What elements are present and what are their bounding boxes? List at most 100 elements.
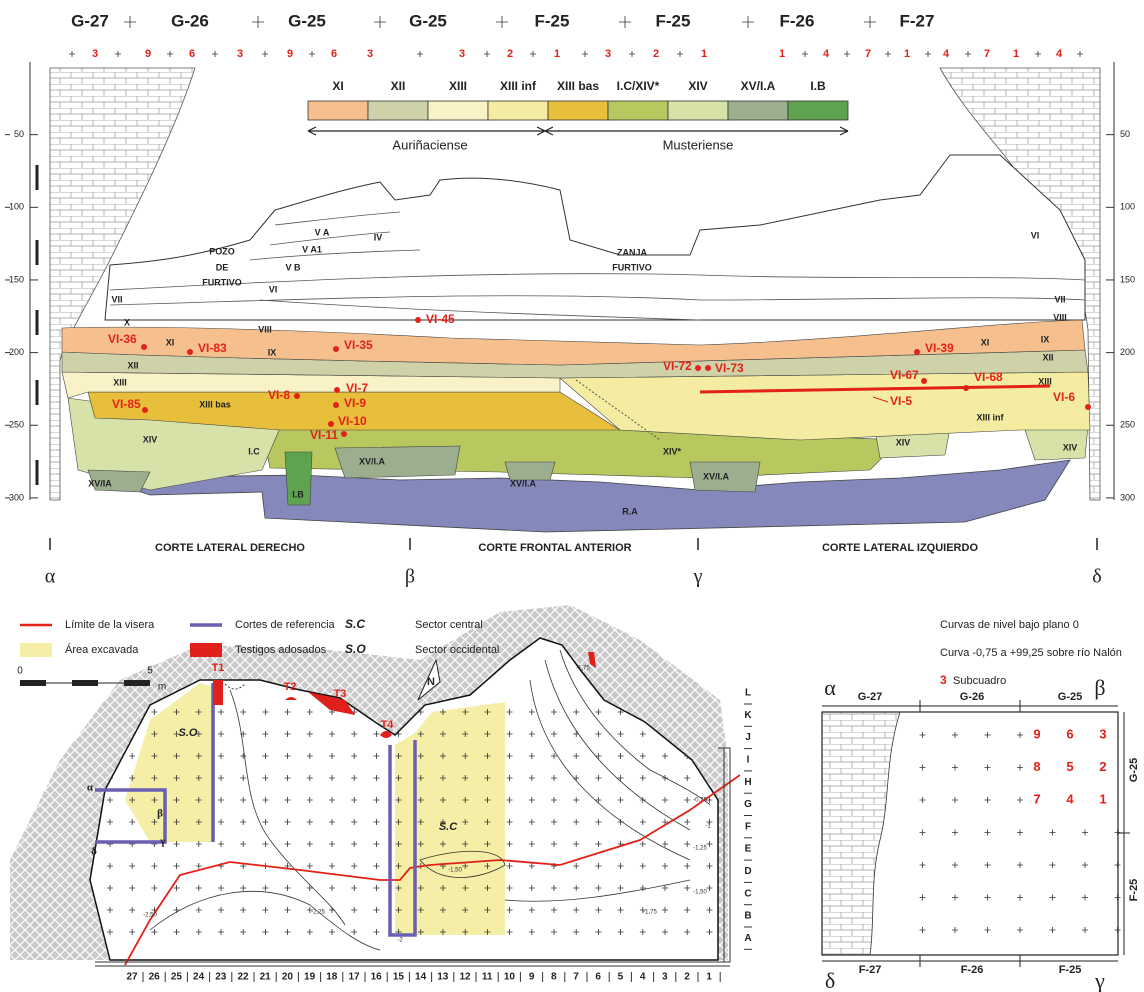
column-label: 8 (551, 972, 557, 983)
inset-corner: β (1094, 675, 1105, 700)
column-label: 25 (171, 972, 183, 983)
cross (619, 16, 631, 28)
cross (1082, 895, 1088, 901)
stratum-label: XII (127, 360, 138, 370)
stratum-label: I.B (292, 489, 304, 499)
column-label: 14 (415, 972, 427, 983)
sample-label: VI-73 (715, 361, 744, 375)
inset-subsquare: 3 (1099, 726, 1106, 741)
cross (417, 51, 423, 57)
column-label: 11 (482, 972, 493, 983)
cross (1115, 830, 1121, 836)
column-label: 12 (459, 972, 471, 983)
stratum-label: XIV* (663, 446, 682, 456)
cross (920, 895, 926, 901)
sample-label: VI-45 (426, 312, 455, 326)
scale-label: 5 (147, 666, 153, 677)
subsquare-label: 4 (1056, 48, 1063, 60)
contour-label: -1 (705, 824, 711, 830)
subsquare-label: 7 (984, 48, 990, 60)
inset-subsquare: 2 (1099, 759, 1106, 774)
column-label: 9 (529, 972, 535, 983)
map-label: T3 (334, 688, 347, 700)
sample-label: VI-5 (890, 394, 912, 408)
level-swatch (728, 101, 788, 120)
inset-subsquare: 7 (1033, 791, 1040, 806)
subsquare-label: 6 (331, 48, 337, 60)
square-label: F-27 (900, 11, 935, 30)
column-label: 27 (126, 972, 138, 983)
page: Sección estratigráfica y planta {"sectio… (0, 0, 1144, 992)
cross (677, 51, 683, 57)
cross (309, 51, 315, 57)
row-label: C (744, 888, 751, 899)
sample-label: VI-68 (974, 370, 1003, 384)
row-label: G (744, 799, 752, 810)
inset-subsquare: 9 (1033, 726, 1040, 741)
stratum-label: X (124, 317, 130, 327)
stratum-label: XV/IA (88, 478, 112, 488)
sample-label: VI-35 (344, 338, 373, 352)
sample-dot (142, 407, 148, 413)
legend-label: Cortes de referencia (235, 619, 336, 631)
stratum-label: XIII bas (199, 399, 231, 409)
stratum-label: DE (216, 262, 229, 272)
cross (1035, 51, 1041, 57)
subsquare-label: 1 (779, 48, 785, 60)
stratum-label: V B (285, 262, 301, 272)
level-label: XIV (688, 79, 707, 93)
period-label: Musteriense (663, 137, 734, 152)
cross (124, 16, 136, 28)
legend-label: Área excavada (65, 643, 139, 656)
column-label: 22 (237, 972, 249, 983)
sample-label: VI-11 (310, 428, 338, 442)
level-label: XIII inf (500, 79, 537, 93)
cross (1050, 862, 1056, 868)
column-label: 5 (618, 972, 624, 983)
stratum-label: FURTIVO (612, 262, 652, 272)
stratum-label: IV (374, 232, 383, 242)
row-label: H (744, 777, 751, 788)
cross (1017, 830, 1023, 836)
stratum-label: XIII (113, 377, 127, 387)
cross (802, 51, 808, 57)
map-label: T2 (284, 681, 297, 693)
level-label: XIII (449, 79, 467, 93)
stratum-label: FURTIVO (202, 277, 242, 287)
subsquare-label: 7 (865, 48, 871, 60)
body: XIXIIXIIIXIII infXIII basI.C/XIV*XIVXV/I… (0, 0, 1144, 992)
sample-dot (415, 317, 421, 323)
stratum-label: R.A (622, 506, 638, 516)
inset-corner: α (824, 675, 836, 700)
contour-label: -2 (397, 938, 403, 944)
row-label: E (745, 844, 752, 855)
column-label: 7 (573, 972, 579, 983)
cross (952, 797, 958, 803)
square-label: F-25 (535, 11, 570, 30)
subsquare-label: 1 (554, 48, 560, 60)
note: Curvas de nivel bajo plano 0 (940, 619, 1079, 631)
cross (1017, 797, 1023, 803)
column-label: 17 (348, 972, 360, 983)
subsquare-label: 4 (823, 48, 830, 60)
subsquare-label: 1 (701, 48, 707, 60)
stratum-label: VIII (258, 324, 272, 334)
depth-label-right: 50 (1120, 129, 1130, 139)
level-label: I.B (810, 79, 826, 93)
cross (742, 16, 754, 28)
column-label: 19 (304, 972, 316, 983)
cross (952, 732, 958, 738)
depth-label-left: 150 (9, 274, 24, 284)
stratum-label: XI (166, 337, 175, 347)
cross (1050, 830, 1056, 836)
cross (1017, 895, 1023, 901)
inset-subsquare: 8 (1033, 759, 1040, 774)
scale-label: 0 (17, 666, 23, 677)
depth-label-left: 100 (9, 202, 24, 212)
stratum-label: XI (981, 337, 990, 347)
stratum-label: XIII (1038, 376, 1052, 386)
cross (1017, 862, 1023, 868)
contour-label: -1,75 (643, 910, 657, 916)
layer-xiii-inf (560, 372, 1090, 440)
stratum-label: IX (268, 347, 277, 357)
